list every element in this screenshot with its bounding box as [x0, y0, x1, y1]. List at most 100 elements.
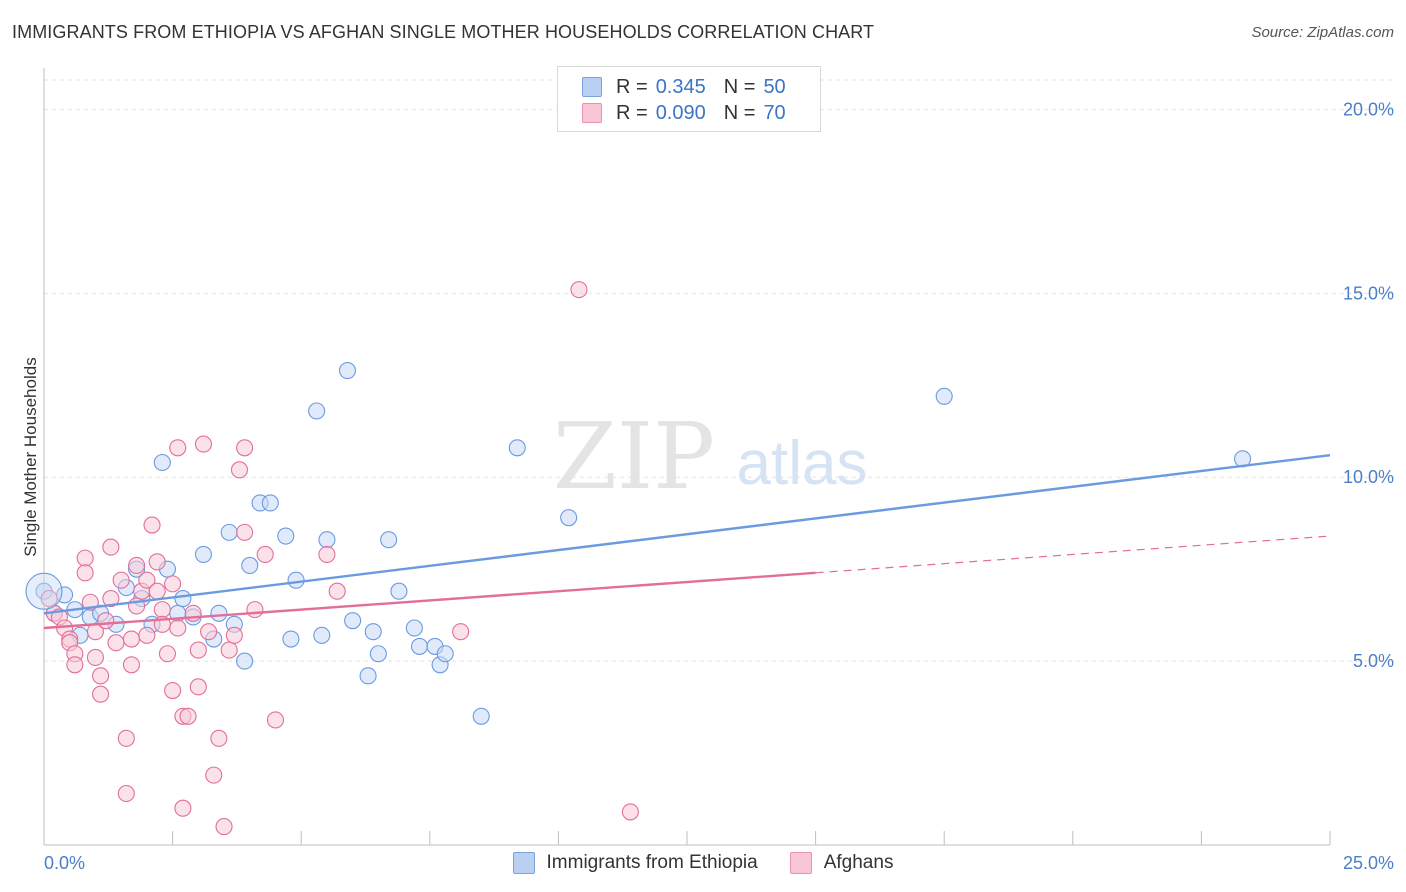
point-afghans: [117, 729, 135, 747]
point-ethiopia: [390, 582, 408, 600]
trend-line-afghans-dashed: [815, 535, 1331, 574]
point-ethiopia: [308, 402, 326, 420]
legend-row-afghans: R = 0.090 N = 70: [582, 100, 786, 126]
legend-r-label: R =: [616, 101, 648, 124]
point-ethiopia: [153, 453, 171, 472]
point-afghans: [215, 818, 233, 836]
source-label: Source: ZipAtlas.com: [1251, 24, 1394, 41]
legend-r-value: 0.090: [655, 101, 706, 124]
point-afghans: [246, 601, 264, 619]
point-afghans: [194, 435, 213, 453]
legend-n-value: 70: [763, 101, 786, 124]
watermark-atlas: atlas: [737, 429, 868, 498]
point-ethiopia: [436, 645, 454, 663]
point-afghans: [66, 656, 84, 674]
point-ethiopia: [369, 645, 387, 663]
y-tick-label: 10.0%: [1343, 467, 1394, 487]
legend-n-label: N =: [723, 75, 756, 98]
point-afghans: [328, 582, 346, 600]
watermark-zip: ZIP: [553, 403, 715, 510]
legend-swatch-afghans: [582, 103, 602, 123]
point-afghans: [97, 612, 115, 630]
series-legend: Immigrants from Ethiopia Afghans: [0, 852, 1406, 874]
point-afghans: [236, 439, 254, 457]
trend-line-ethiopia: [43, 453, 1331, 615]
point-afghans: [153, 601, 171, 619]
point-afghans: [200, 623, 218, 641]
point-ethiopia: [241, 556, 259, 575]
point-afghans: [266, 711, 285, 729]
y-tick-label: 15.0%: [1343, 283, 1394, 303]
y-axis-label: Single Mother Households: [21, 357, 40, 556]
point-afghans: [230, 461, 249, 479]
point-afghans: [117, 784, 135, 803]
point-afghans: [138, 571, 156, 589]
point-afghans: [76, 549, 94, 567]
point-afghans: [164, 681, 182, 700]
point-ethiopia: [560, 509, 578, 527]
grid-lines: [44, 79, 1394, 662]
chart-title: IMMIGRANTS FROM ETHIOPIA VS AFGHAN SINGL…: [12, 22, 875, 42]
point-ethiopia: [935, 387, 953, 405]
point-afghans: [148, 582, 166, 600]
series-label-ethiopia: Immigrants from Ethiopia: [546, 852, 758, 873]
point-ethiopia-cluster: [25, 572, 63, 610]
x-tick-label-min: 0.0%: [44, 853, 85, 873]
point-afghans: [256, 545, 274, 563]
point-ethiopia: [174, 590, 192, 608]
point-ethiopia: [261, 494, 279, 512]
legend-r-value: 0.345: [655, 75, 706, 98]
point-ethiopia: [405, 619, 423, 637]
watermark: ZIP atlas: [553, 403, 868, 510]
point-afghans: [86, 648, 104, 666]
point-afghans: [621, 803, 639, 821]
legend-n-label: N =: [723, 101, 756, 124]
point-ethiopia: [210, 604, 228, 622]
point-afghans: [174, 799, 192, 817]
legend-row-ethiopia: R = 0.345 N = 50: [582, 74, 786, 100]
point-ethiopia: [364, 623, 382, 641]
point-afghans: [107, 634, 125, 652]
point-afghans: [158, 645, 177, 663]
point-afghans: [205, 766, 223, 784]
point-afghans: [318, 545, 336, 563]
point-ethiopia: [313, 626, 331, 644]
point-ethiopia: [194, 545, 213, 563]
point-ethiopia: [220, 523, 238, 541]
point-ethiopia: [380, 531, 398, 549]
series-label-afghans: Afghans: [823, 852, 894, 873]
point-afghans: [236, 523, 254, 541]
point-ethiopia: [236, 652, 254, 670]
point-afghans: [189, 641, 207, 659]
point-afghans: [102, 538, 120, 556]
point-ethiopia: [508, 439, 526, 457]
point-afghans: [112, 571, 130, 589]
series-legend-ethiopia[interactable]: Immigrants from Ethiopia: [512, 852, 758, 874]
scatter-points: [25, 281, 1252, 836]
point-afghans: [128, 556, 146, 575]
point-ethiopia: [344, 612, 362, 630]
point-ethiopia: [277, 527, 295, 545]
point-afghans: [148, 553, 166, 571]
point-afghans: [189, 678, 207, 696]
point-ethiopia: [287, 571, 305, 589]
point-ethiopia: [359, 667, 377, 685]
y-tick-labels: 5.0% 10.0% 15.0% 20.0%: [1343, 99, 1394, 671]
point-afghans: [570, 281, 588, 299]
point-afghans: [169, 619, 187, 637]
correlation-legend: R = 0.345 N = 50 R = 0.090 N = 70: [557, 66, 821, 132]
series-legend-afghans[interactable]: Afghans: [789, 852, 894, 874]
point-afghans: [179, 707, 197, 725]
point-ethiopia: [410, 637, 429, 655]
point-ethiopia: [282, 630, 300, 648]
y-tick-label: 5.0%: [1353, 651, 1394, 671]
point-afghans: [92, 667, 110, 685]
point-afghans: [164, 575, 182, 593]
legend-swatch-ethiopia: [582, 77, 602, 97]
point-afghans: [143, 516, 161, 534]
point-ethiopia: [472, 707, 490, 725]
point-afghans: [220, 641, 238, 659]
point-afghans: [92, 685, 110, 703]
point-afghans: [102, 590, 120, 608]
